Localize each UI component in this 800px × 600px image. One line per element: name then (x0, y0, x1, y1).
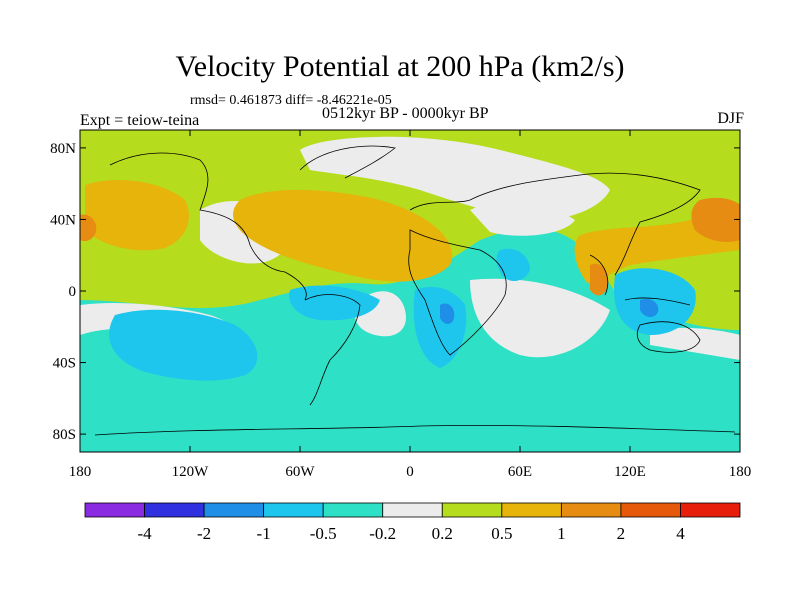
lon-tick-label: 120E (614, 464, 646, 480)
colorbar-label: -0.5 (310, 524, 337, 543)
colorbar-swatch (382, 502, 443, 518)
lon-tick-label: 0 (406, 464, 414, 480)
lon-axis: 180 120W 60W 0 60E 120E 180 (69, 130, 752, 480)
field-darkorange-npacific-w (80, 214, 97, 242)
field-darkorange-npacific-e (691, 197, 740, 242)
field-lightblue-spacific (109, 309, 258, 381)
lon-tick-label: 60W (285, 464, 315, 480)
lon-tick-label: 180 (69, 464, 92, 480)
field-lightblue-eafrica (496, 248, 530, 282)
field-orange-npacific-w (85, 180, 189, 251)
colorbar-label: 0.2 (432, 524, 453, 543)
field-lightblue-africa (413, 286, 467, 368)
field-lightblue-amazon (289, 285, 380, 321)
colorbar-label: 0.5 (491, 524, 512, 543)
field-blue-maritime-core (640, 298, 659, 318)
lon-tick-label: 120W (172, 464, 210, 480)
field-darkorange-indochina (590, 263, 609, 296)
colorbar-swatch (84, 502, 145, 518)
colorbar-swatch (203, 502, 265, 518)
lat-tick-label: 0 (69, 284, 77, 300)
colorbar-label: -4 (137, 524, 152, 543)
experiment-label: Expt = teiow-teina (80, 112, 200, 129)
colorbar-swatch (144, 502, 205, 518)
field-white-indian (470, 278, 610, 358)
colorbar-label: -1 (257, 524, 271, 543)
colorbar-label: 4 (676, 524, 685, 543)
colorbar-swatch (501, 502, 562, 518)
colorbar-swatch (263, 502, 324, 518)
colorbar-label: 2 (617, 524, 626, 543)
field-white-arabia (470, 201, 575, 236)
chart-title: Velocity Potential at 200 hPa (km2/s) (175, 50, 625, 83)
contour-field (80, 130, 740, 452)
stats-line: rmsd= 0.461873 diff= -8.46221e-05 (190, 93, 392, 108)
lon-tick-label: 180 (729, 464, 752, 480)
colorbar-label: -2 (197, 524, 211, 543)
field-white-arctic (300, 136, 610, 220)
colorbar-label: -0.2 (369, 524, 396, 543)
lat-tick-label: 80N (50, 141, 76, 157)
colorbar-swatch (441, 502, 503, 518)
period-label: 0512kyr BP - 0000kyr BP (322, 105, 489, 122)
colorbar-swatch (680, 502, 741, 518)
colorbar: -4 -2 -1 -0.5 -0.2 0.2 0.5 1 2 4 (84, 502, 741, 543)
lon-tick-label: 60E (508, 464, 532, 480)
field-lightblue-maritime (614, 268, 696, 335)
colorbar-swatch (620, 502, 681, 518)
season-label: DJF (717, 110, 744, 127)
field-orange-natlantic (233, 189, 452, 282)
colorbar-label: 1 (557, 524, 566, 543)
field-white-swpacific (650, 327, 740, 360)
lat-tick-label: 40S (53, 356, 76, 372)
colorbar-swatch (322, 502, 384, 518)
lat-tick-label: 80S (53, 427, 76, 443)
lat-axis: 80N 40N 0 40S 80S (50, 141, 740, 443)
coastlines (94, 145, 736, 436)
colorbar-swatch (560, 502, 622, 518)
field-blue-africa-core (440, 303, 455, 324)
lat-tick-label: 40N (50, 212, 76, 228)
